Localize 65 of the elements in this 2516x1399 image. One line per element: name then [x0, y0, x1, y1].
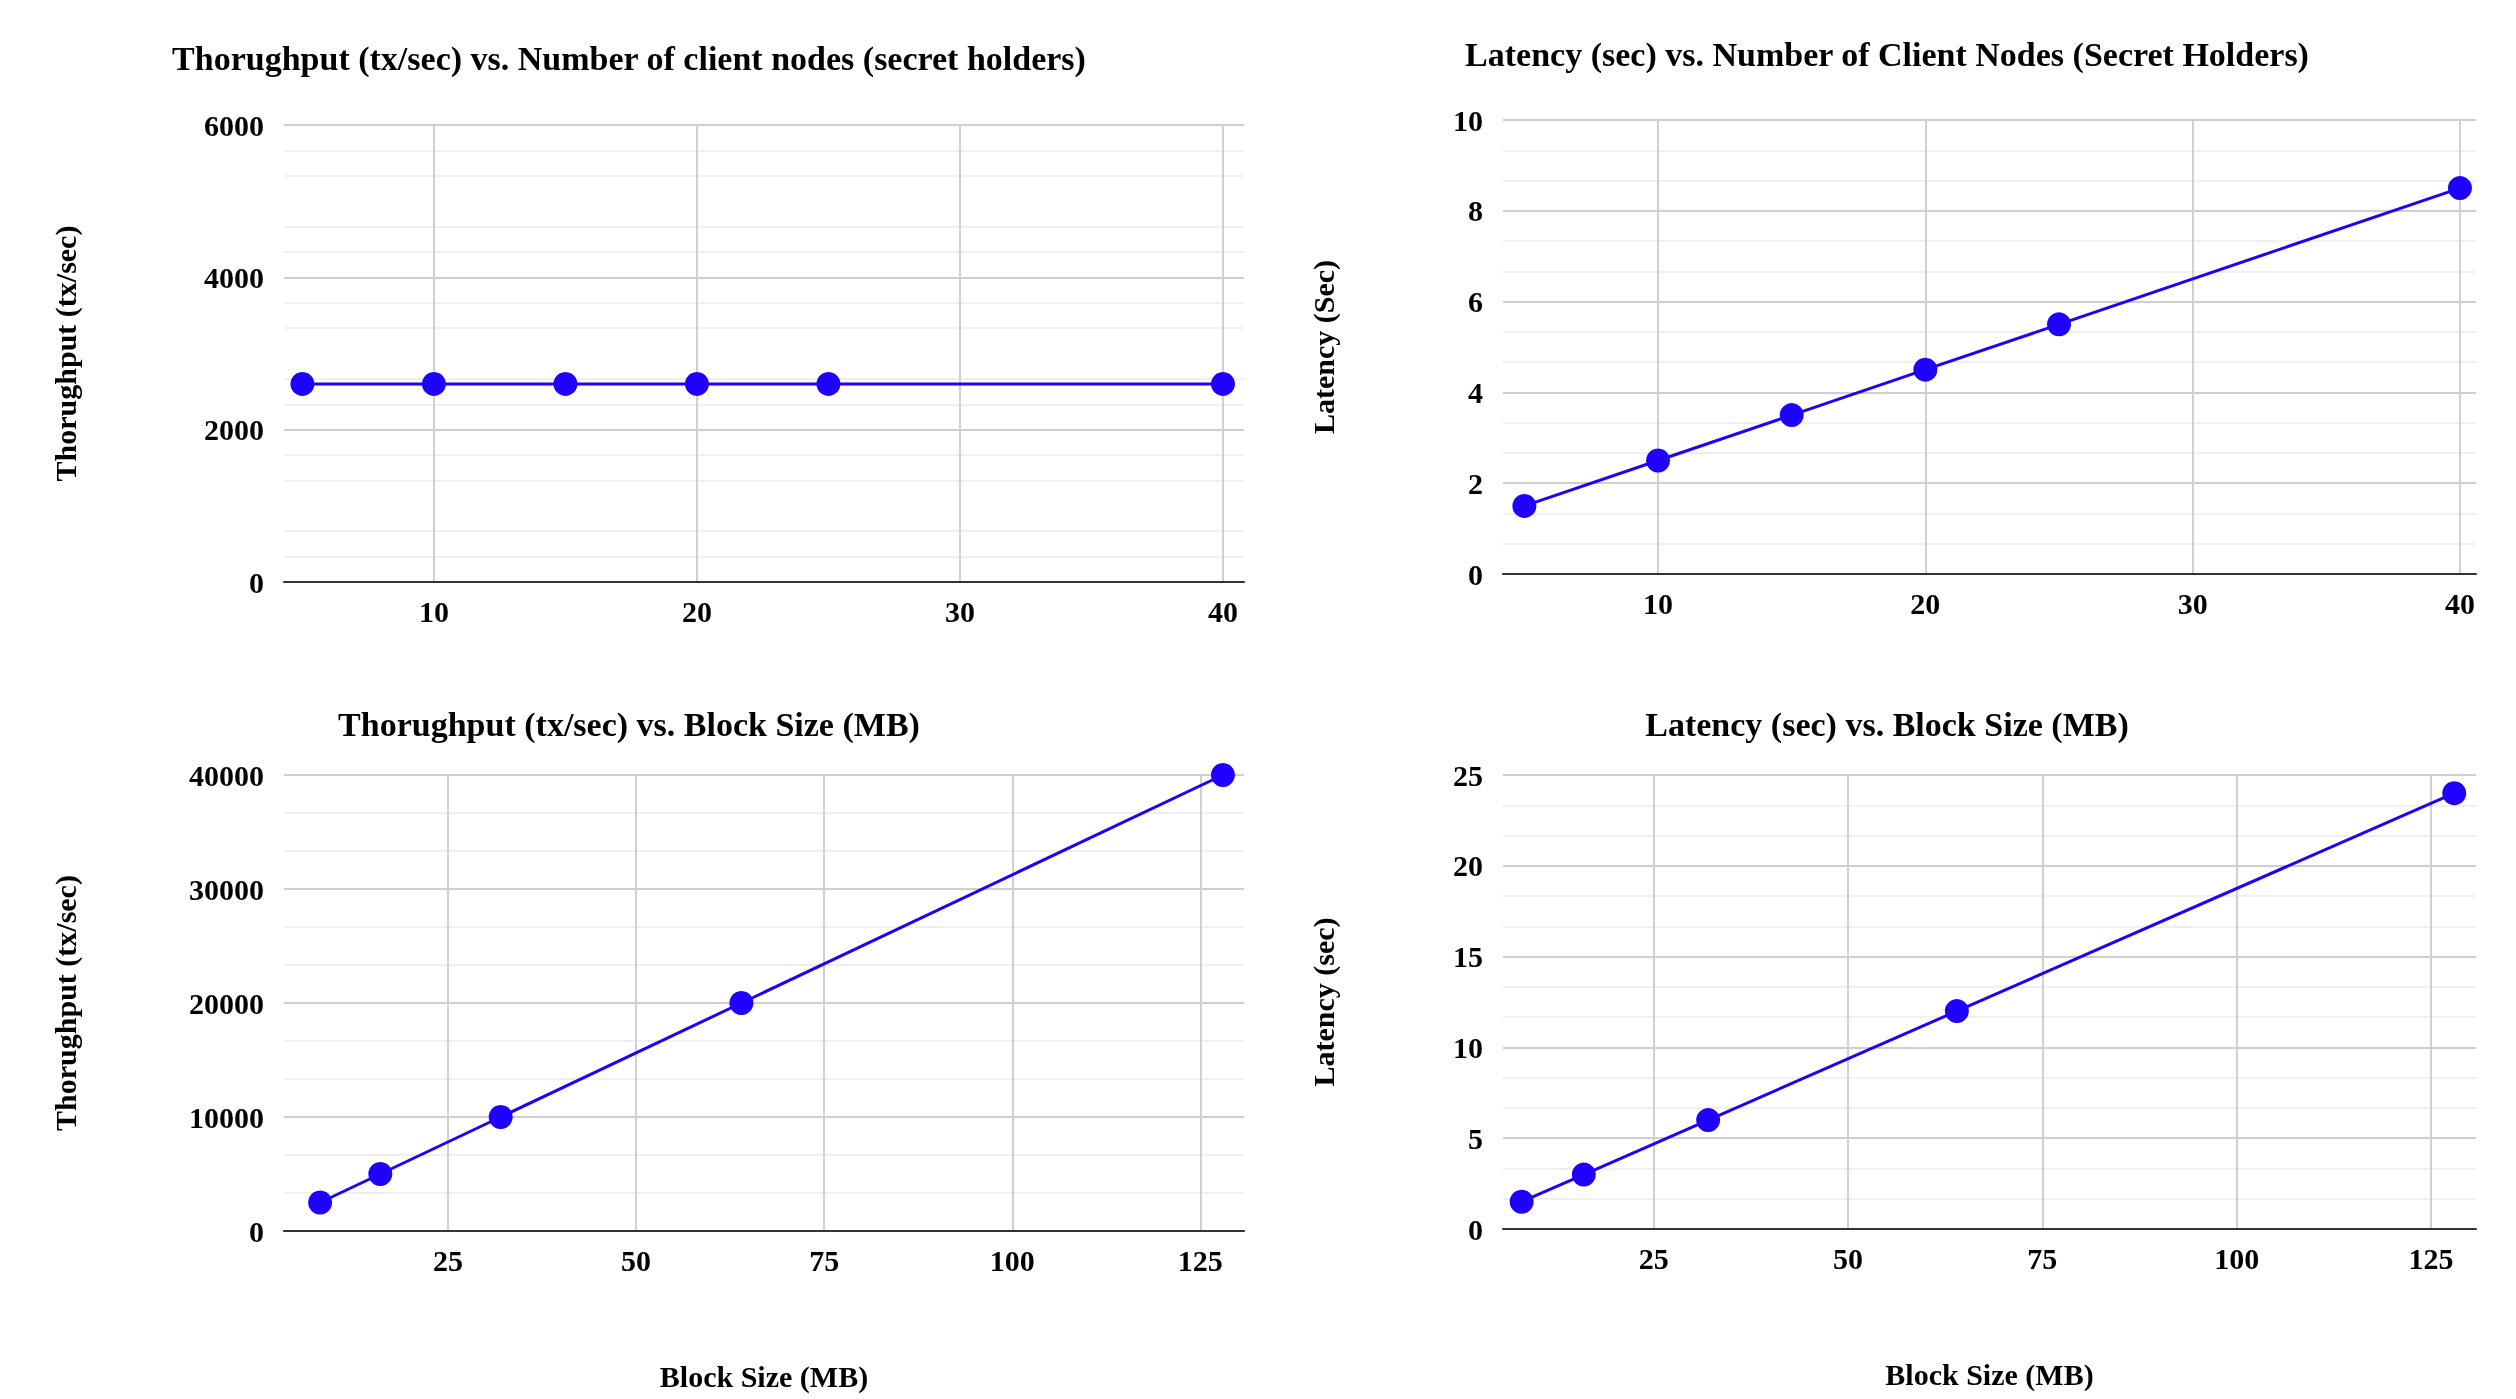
y-tick-label: 15	[1453, 940, 1483, 974]
y-axis-title: Thorughput (tx/sec)	[48, 225, 83, 482]
x-axis-title: Block Size (MB)	[1885, 1357, 2094, 1392]
y-tick-label: 8	[1468, 194, 1483, 228]
y-tick-label: 30000	[189, 872, 264, 906]
y-tick-label: 10000	[189, 1100, 264, 1134]
x-tick-label: 50	[1833, 1241, 1864, 1275]
y-tick-label: 10	[1453, 103, 1483, 137]
point	[1944, 999, 1969, 1024]
x-tick-label: 100	[2214, 1241, 2260, 1275]
x-tick-label: 20	[681, 594, 712, 628]
y-tick-label: 4000	[204, 260, 264, 294]
chart-title: Thorughput (tx/sec) vs. Block Size (MB)	[338, 705, 920, 744]
x-tick-label: 125	[2408, 1241, 2454, 1275]
y-tick-label: 6	[1468, 285, 1483, 319]
chart-title: Thorughput (tx/sec) vs. Number of client nodes (secret holders)	[172, 39, 1086, 78]
x-tick-label: 40	[2444, 586, 2475, 620]
x-tick-label: 20	[1910, 586, 1941, 620]
x-tick-label: 125	[1177, 1243, 1223, 1277]
point	[1646, 448, 1671, 473]
x-tick-label: 10	[1643, 586, 1674, 620]
y-tick-label: 5	[1468, 1121, 1483, 1155]
y-tick-label: 20000	[189, 986, 264, 1020]
x-tick-label: 50	[621, 1243, 652, 1277]
point	[2447, 176, 2472, 201]
y-tick-label: 2000	[204, 413, 264, 447]
chart-title: Latency (sec) vs. Block Size (MB)	[1645, 705, 2129, 744]
point	[1512, 493, 1537, 518]
point	[729, 991, 754, 1015]
y-axis-title: Latency (sec)	[1306, 917, 1341, 1087]
x-tick-label: 25	[1638, 1241, 1669, 1275]
point	[488, 1105, 513, 1129]
chart-title: Latency (sec) vs. Number of Client Nodes (Secret Holders)	[1465, 35, 2309, 74]
x-tick-label: 30	[944, 594, 975, 628]
x-tick-label: 100	[989, 1243, 1035, 1277]
x-tick-label: 75	[809, 1243, 840, 1277]
point	[1210, 763, 1235, 787]
point	[1509, 1189, 1534, 1214]
point	[2442, 781, 2467, 806]
y-tick-label: 25	[1453, 758, 1483, 792]
point	[1696, 1108, 1721, 1133]
y-tick-label: 40000	[189, 758, 264, 792]
x-tick-label: 40	[1207, 594, 1238, 628]
x-tick-label: 25	[433, 1243, 464, 1277]
x-tick-label: 30	[2177, 586, 2208, 620]
y-tick-label: 0	[1468, 1212, 1483, 1246]
x-axis-title: Block Size (MB)	[659, 1359, 869, 1394]
y-axis-title: Thorughput (tx/sec)	[48, 875, 83, 1131]
point	[308, 1190, 333, 1215]
y-tick-label: 2	[1468, 466, 1483, 500]
y-tick-label: 0	[1468, 557, 1483, 591]
y-tick-label: 10	[1453, 1030, 1483, 1064]
point	[368, 1162, 393, 1186]
y-tick-label: 20	[1453, 849, 1483, 883]
x-tick-label: 75	[2027, 1241, 2058, 1275]
x-tick-label: 10	[418, 594, 449, 628]
point	[1779, 403, 1804, 428]
point	[1571, 1162, 1596, 1187]
y-tick-label: 4	[1468, 375, 1483, 409]
y-tick-label: 0	[249, 1214, 264, 1248]
point	[2047, 312, 2071, 337]
y-tick-label: 0	[249, 565, 264, 599]
y-tick-label: 6000	[204, 108, 264, 142]
y-axis-title: Latency (Sec)	[1306, 259, 1341, 435]
point	[1913, 357, 1938, 382]
